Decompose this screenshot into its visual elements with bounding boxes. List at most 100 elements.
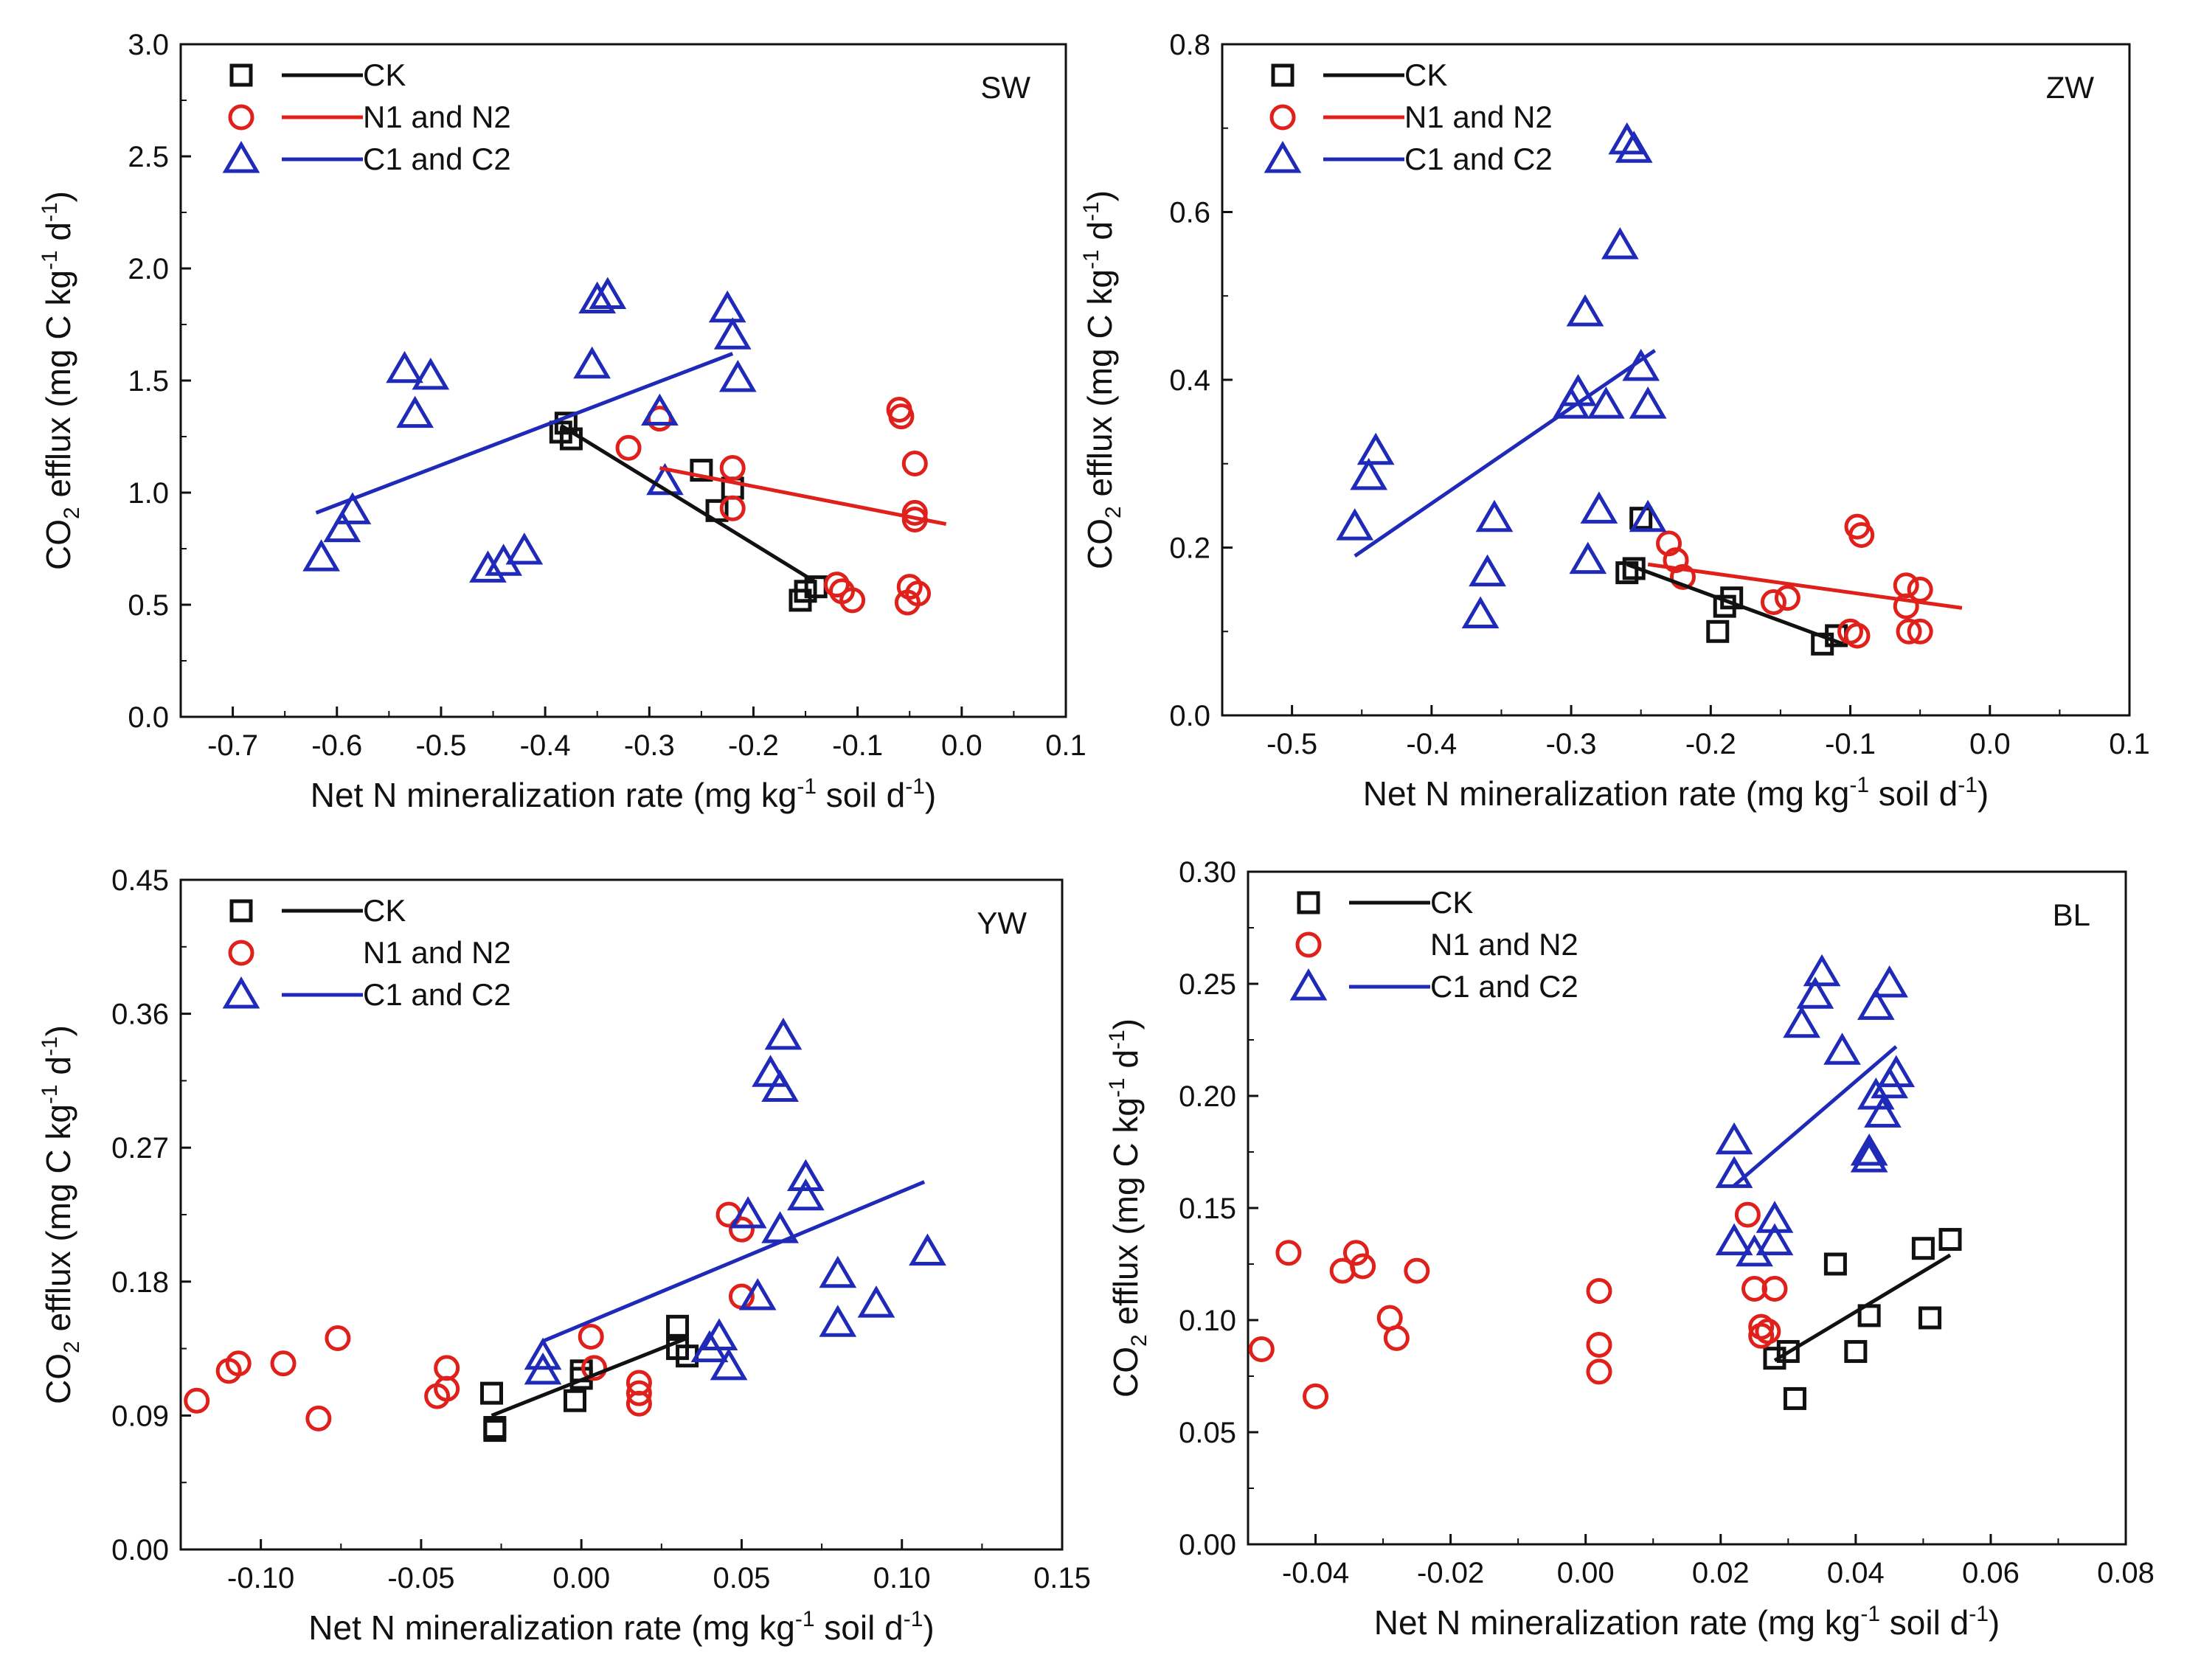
panel-label: BL [2053,898,2090,932]
point-c [1850,1140,1888,1173]
point-n [434,1355,460,1381]
x-tick-label: 0.1 [1045,729,1086,762]
plot-frame [179,878,1064,1551]
x-tick-label: 0.15 [1033,1562,1091,1594]
x-tick-label: 0.00 [552,1562,610,1594]
point-c [710,1347,748,1381]
x-tick-label: -0.2 [1685,728,1736,760]
point-ck [690,459,713,482]
point-c [1350,457,1388,490]
point-n [905,580,932,607]
legend-label-ck: CK [1404,58,1447,92]
fit-line-c [315,352,734,515]
point-c [1756,1223,1794,1256]
x-tick-label: 0.04 [1827,1557,1885,1589]
point-c [700,1318,738,1350]
point-n [1848,521,1875,548]
point-ck [1911,1237,1935,1260]
point-ck [1857,1304,1881,1327]
x-tick-label: -0.2 [728,729,779,762]
legend-label-c: C1 and C2 [363,142,511,176]
y-tick-label: 3.0 [128,29,169,61]
point-c [708,290,746,323]
x-tick-label: -0.04 [1282,1557,1349,1589]
point-ck [1783,1386,1806,1410]
point-c [1629,386,1667,419]
x-tick-label: 0.00 [1557,1557,1615,1589]
panel-label: YW [977,906,1027,940]
point-c [1587,386,1625,419]
point-c [641,393,679,426]
point-c [1601,227,1639,260]
fit-line-n [659,466,947,527]
point-n [1275,1240,1302,1266]
point-n [305,1405,332,1431]
legend-marker-ck [229,899,253,923]
x-tick-label: 0.08 [2097,1557,2155,1589]
legend-label-n: N1 and N2 [363,100,511,134]
y-tick-label: 0.18 [111,1266,169,1299]
plot-frame [1221,43,2131,717]
point-c [1756,1201,1794,1233]
point-c [819,1305,857,1337]
x-tick-label: -0.1 [832,729,883,762]
y-tick-label: 0.36 [111,999,169,1031]
point-ck [483,1416,507,1440]
y-tick-label: 1.5 [128,365,169,398]
y-tick-label: 0.2 [1169,532,1210,565]
legend-label-c: C1 and C2 [363,977,511,1012]
y-tick-label: 0.09 [111,1400,169,1432]
chart-svg-sw: -0.7 -0.6 -0.5 -0.4 -0.3 -0.2 -0.1 0.0 0.1 0.0 0.5… [38,29,1086,814]
point-n [625,1380,652,1406]
point-n [1663,547,1689,574]
y-axis-title: CO2 efflux (mg C kg-1 d-1) [38,191,84,570]
x-tick-label: 0.1 [2109,728,2150,760]
point-n [1303,1383,1329,1409]
y-tick-label: 0.05 [1179,1417,1236,1449]
fit-line-ck [1626,562,1844,646]
y-tick-label: 2.5 [128,141,169,173]
point-c [323,510,361,543]
point-ck [554,412,578,435]
point-c [857,1285,895,1318]
point-n [1669,563,1696,590]
point-n [719,495,746,521]
point-c [1803,954,1841,987]
chart-svg-zw: -0.5 -0.4 -0.3 -0.2 -0.1 0.0 0.1 0.0 0.2 0.4 0.6 0.… [1079,29,2150,813]
x-tick-label: -0.7 [207,729,258,762]
fit-line-c [542,1180,926,1343]
point-n [325,1325,351,1351]
x-tick-label: -0.3 [624,729,675,762]
panel-sw: -0.7 -0.6 -0.5 -0.4 -0.3 -0.2 -0.1 0.0 0.1 0.0 0.5… [0,0,1093,840]
legend-label-n: N1 and N2 [363,935,511,970]
point-n [1844,622,1871,649]
point-n [1741,1275,1768,1302]
panel-yw: -0.10 -0.05 0.00 0.05 0.10 0.15 0.00 0.09 0.18 0.… [0,840,1093,1680]
point-c [1850,1134,1888,1166]
fit-line-c [1733,1045,1898,1187]
point-c [729,1196,767,1229]
point-c [1475,499,1514,532]
point-n [625,1390,652,1417]
point-c [761,1069,799,1102]
point-c [386,350,423,383]
fit-line-c [1354,349,1657,558]
point-c [1356,432,1395,465]
point-c [1783,1005,1820,1038]
point-n [1586,1358,1612,1385]
point-ck [1706,619,1730,643]
x-tick-label: -0.5 [415,729,466,762]
point-n [901,499,928,526]
y-tick-label: 0.0 [128,701,169,734]
point-c [1715,1156,1753,1188]
legend-marker-c [222,976,260,1009]
point-n [225,1350,252,1377]
y-tick-label: 1.0 [128,477,169,510]
point-c [1796,976,1834,1009]
point-n [1350,1253,1376,1280]
point-c [302,539,340,572]
x-tick-label: -0.1 [1825,728,1876,760]
y-tick-label: 2.0 [128,253,169,285]
x-tick-label: 0.0 [1969,728,2011,760]
point-c [1877,1055,1916,1088]
